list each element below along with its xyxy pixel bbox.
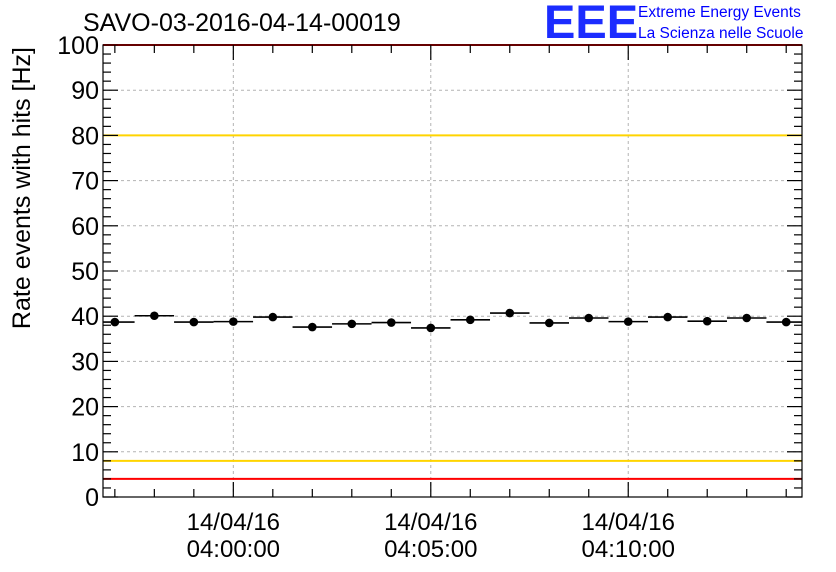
axis-ticks [103, 44, 802, 498]
y-tick-label: 50 [71, 258, 99, 286]
y-tick-label: 70 [71, 168, 99, 196]
data-point [386, 318, 396, 327]
y-tick-label: 30 [71, 348, 99, 376]
x-tick-time-label: 04:05:00 [384, 536, 477, 563]
axis-labels: 010203040506070809010014/04/1604:00:0014… [57, 32, 675, 563]
data-point [347, 319, 357, 329]
data-point [505, 308, 515, 318]
y-tick-label: 10 [71, 439, 99, 467]
data-point [584, 313, 594, 323]
chart-title: SAVO-03-2016-04-14-00019 [83, 9, 401, 37]
data-point [268, 312, 278, 322]
data-point [308, 322, 317, 332]
eee-logo: EEE Extreme Energy Events La Scienza nel… [540, 0, 832, 48]
x-tick-date-label: 14/04/16 [582, 509, 675, 536]
y-tick-label: 90 [71, 77, 99, 105]
data-point [702, 316, 712, 326]
x-tick-time-label: 04:00:00 [187, 536, 280, 563]
x-tick-date-label: 14/04/16 [187, 509, 280, 536]
data-point [465, 315, 475, 325]
data-point [742, 313, 752, 323]
data-series [103, 308, 802, 333]
reference-lines [103, 44, 802, 480]
y-tick-label: 40 [71, 303, 99, 331]
y-axis-title: Rate events with hits [Hz] [8, 47, 36, 329]
y-tick-label: 80 [71, 122, 99, 150]
x-tick-time-label: 04:10:00 [582, 536, 675, 563]
data-point [229, 317, 238, 326]
y-tick-label: 100 [57, 32, 99, 60]
y-tick-label: 20 [71, 394, 99, 422]
data-point [426, 323, 436, 333]
eee-logo-mark: EEE [544, 0, 639, 48]
eee-logo-line-1: Extreme Energy Events [638, 4, 801, 21]
data-point [663, 312, 673, 322]
x-tick-date-label: 14/04/16 [384, 509, 477, 536]
data-point [623, 317, 633, 326]
y-tick-label: 60 [71, 213, 99, 241]
data-point [544, 318, 554, 328]
data-point [189, 317, 199, 327]
data-point [781, 317, 791, 327]
data-point [150, 311, 159, 321]
grid-layer [103, 45, 802, 497]
y-tick-label: 0 [85, 484, 99, 512]
eee-logo-line-2: La Scienza nelle Scuole [638, 25, 804, 42]
data-point [110, 317, 120, 327]
